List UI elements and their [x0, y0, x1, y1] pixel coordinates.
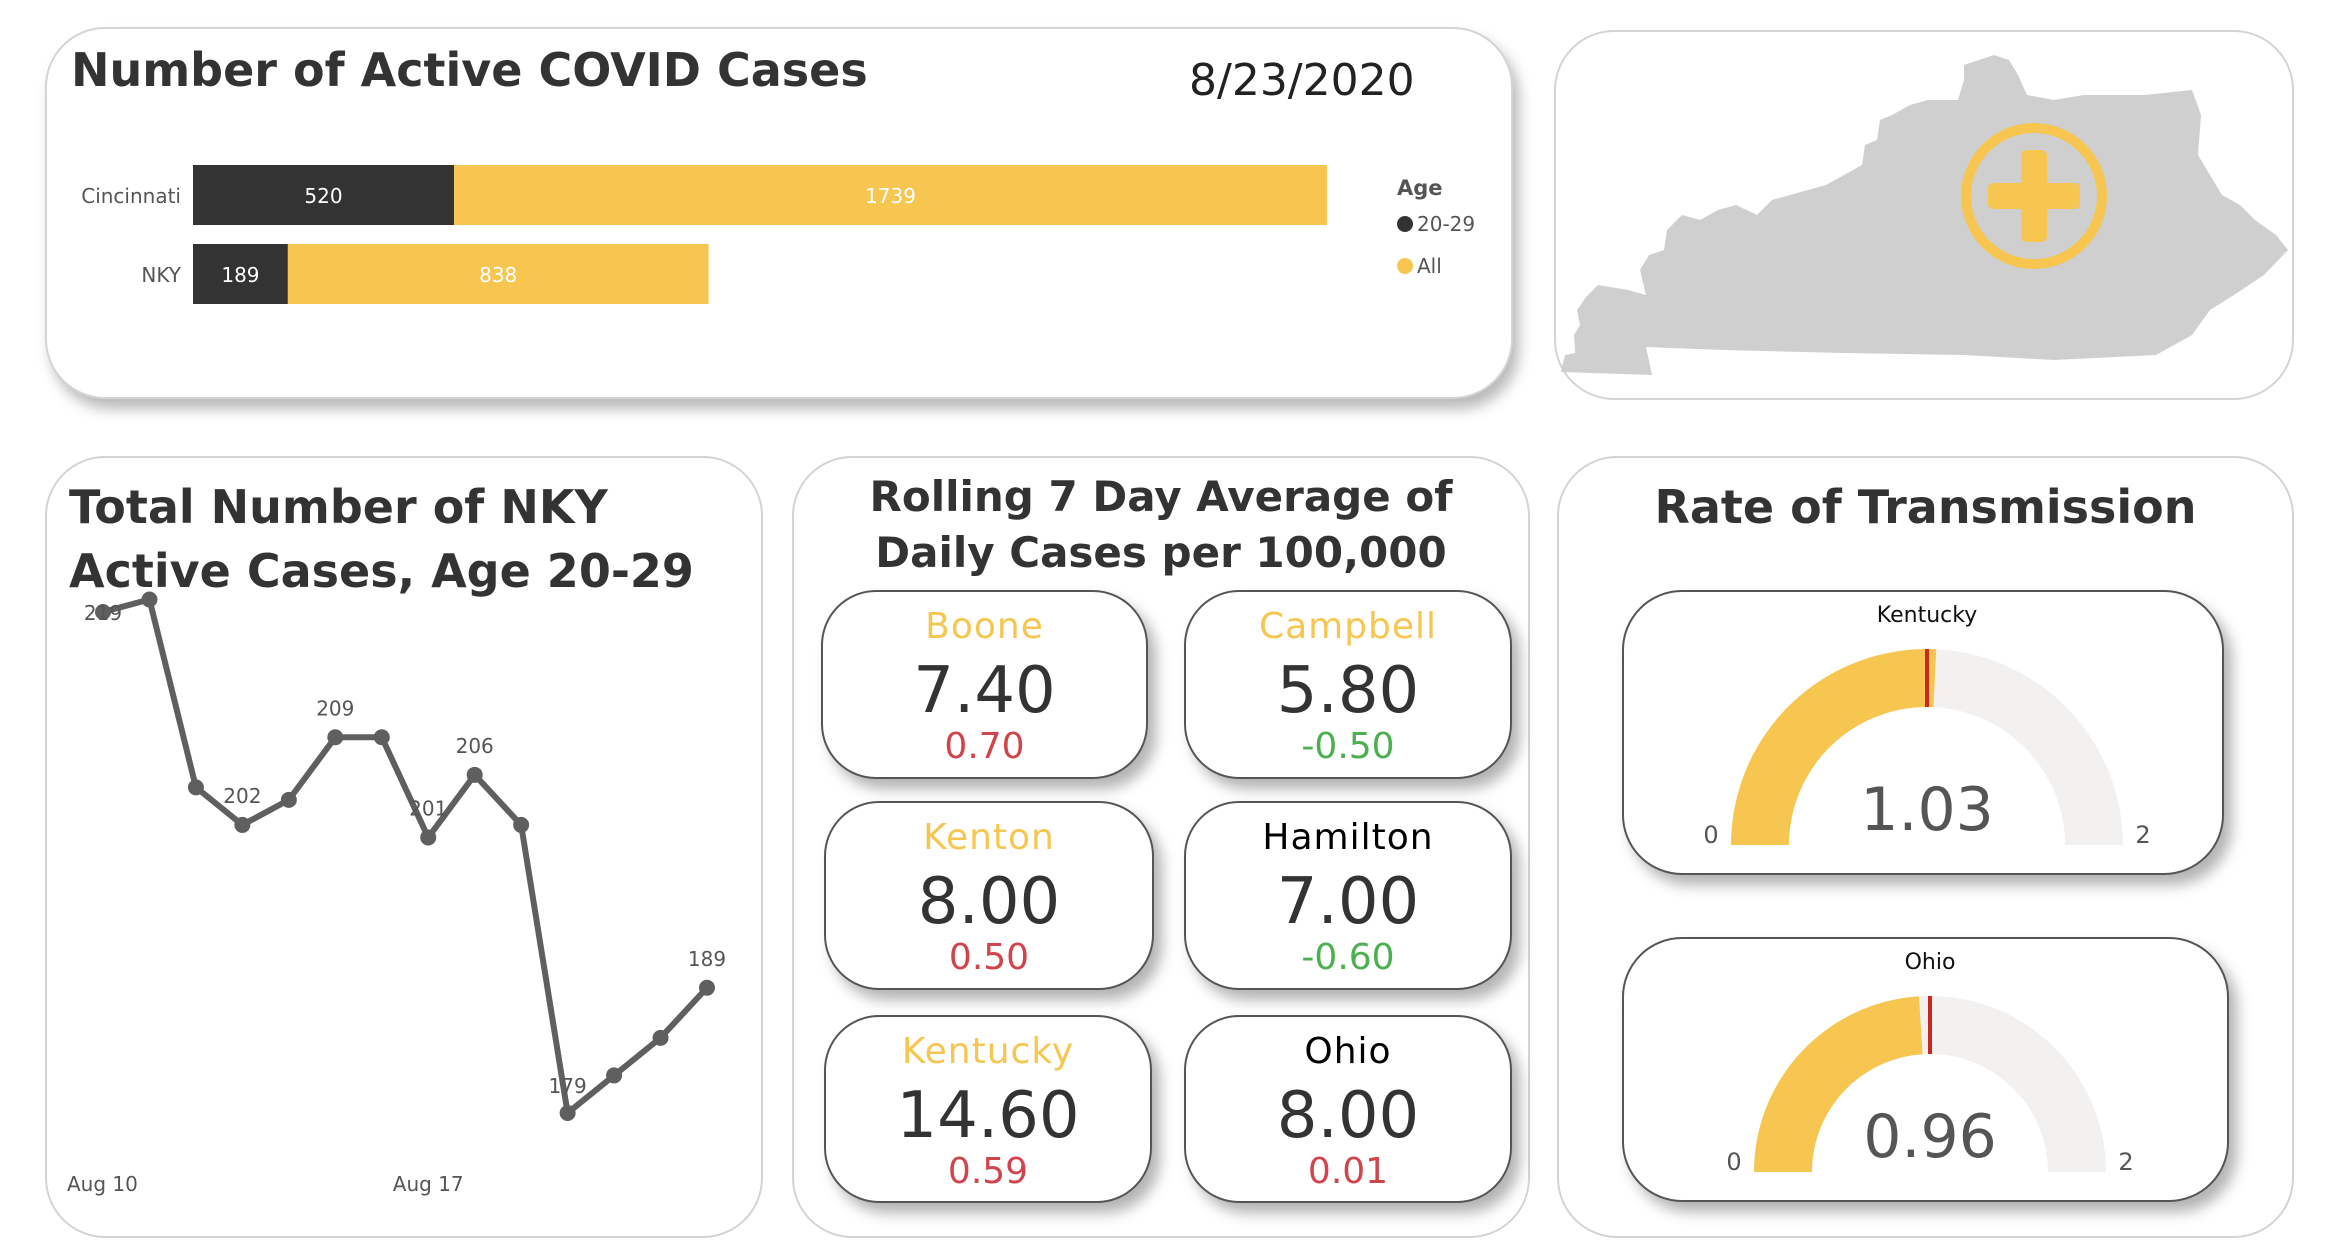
data-point	[234, 816, 251, 833]
data-point	[513, 816, 530, 833]
bar-nky-20-29	[193, 244, 288, 304]
data-point	[652, 1029, 669, 1046]
kpi-value: 5.80	[1276, 654, 1420, 728]
gauge-max-label: 2	[2135, 821, 2150, 849]
legend-label-All: All	[1417, 254, 1442, 278]
kpi-value: 7.40	[913, 654, 1056, 728]
data-label: 201	[409, 796, 447, 820]
active-cases-card: Number of Active COVID Cases 8/23/2020 C…	[45, 27, 1513, 399]
x-tick-label: Aug 17	[393, 1172, 464, 1196]
kpi-name: Kenton	[923, 817, 1055, 858]
transmission-title: Rate of Transmission	[1654, 480, 2197, 534]
kpi-card-hamilton: Hamilton 7.00 -0.60	[1184, 801, 1512, 990]
gauge-min-label: 0	[1726, 1148, 1741, 1176]
active-cases-bar-chart: Cincinnati 520 1739 NKY 189 838 Age 20-29 All	[81, 165, 1475, 304]
data-point	[466, 766, 483, 783]
legend-marker-20-29	[1397, 216, 1413, 232]
data-label: 179	[549, 1074, 587, 1098]
data-point	[699, 979, 715, 996]
kpi-value: 8.00	[1276, 1079, 1420, 1153]
legend-label-20-29: 20-29	[1417, 212, 1475, 236]
kpi-name: Kentucky	[901, 1031, 1075, 1072]
bar-nky-All	[287, 244, 709, 304]
gauge-value: 1.03	[1860, 775, 1994, 845]
legend-marker-All	[1397, 258, 1413, 274]
medical-cross-icon	[1961, 123, 2107, 269]
kpi-name: Boone	[925, 606, 1044, 647]
gauge-fill	[1731, 649, 1937, 845]
line-series	[102, 596, 710, 1116]
gauge-min-label: 0	[1703, 821, 1718, 849]
gauge-title: Kentucky	[1877, 603, 1977, 628]
data-label: 206	[456, 734, 494, 758]
data-point	[141, 591, 158, 608]
x-tick-label: Aug 10	[67, 1172, 138, 1196]
data-point	[280, 791, 297, 808]
bar-value-label: 189	[221, 263, 259, 287]
kpi-change: 0.70	[944, 726, 1025, 767]
kpi-card-kentucky: Kentucky 14.60 0.59	[824, 1015, 1152, 1203]
kpi-card-boone: Boone 7.40 0.70	[821, 590, 1148, 779]
kpi-change: -0.60	[1301, 937, 1395, 978]
data-point	[95, 604, 111, 620]
gauge-fill	[1754, 996, 1923, 1172]
gauge-max-label: 2	[2118, 1148, 2133, 1176]
nky-line-chart: 219 202 209 201 206 179 189 Aug 10 Aug 17	[67, 591, 726, 1196]
kpi-card-campbell: Campbell 5.80 -0.50	[1184, 590, 1512, 779]
report-date: 8/23/2020	[1189, 55, 1415, 106]
kpi-card-ohio: Ohio 8.00 0.01	[1184, 1015, 1512, 1203]
data-point	[327, 729, 344, 746]
data-point	[373, 729, 390, 746]
kpi-value: 14.60	[896, 1079, 1080, 1153]
kpi-value: 8.00	[917, 865, 1061, 939]
bar-value-label: 1739	[865, 184, 916, 208]
active-cases-title: Number of Active COVID Cases	[71, 43, 868, 97]
data-point	[420, 829, 437, 846]
kpi-change: 0.50	[948, 937, 1030, 978]
bar-cincinnati-20-29	[193, 165, 455, 225]
kentucky-shape	[1560, 55, 2288, 375]
kpi-change: -0.50	[1301, 726, 1395, 767]
bar-value-label: 520	[304, 184, 342, 208]
data-label: 209	[316, 696, 354, 720]
gauge-kentucky: Kentucky 1.03 0 2	[1703, 603, 2150, 849]
kpi-change: 0.59	[947, 1151, 1029, 1192]
category-label-cincinnati: Cincinnati	[81, 184, 181, 208]
bar-value-label: 838	[479, 263, 517, 287]
kpi-change: 0.01	[1307, 1151, 1389, 1192]
legend-title: Age	[1397, 176, 1443, 200]
data-label: 202	[223, 784, 261, 808]
category-label-nky: NKY	[141, 263, 181, 287]
bar-cincinnati-All	[454, 165, 1328, 225]
data-label: 189	[688, 947, 726, 971]
kpi-value: 7.00	[1276, 865, 1420, 939]
data-point	[187, 779, 204, 796]
data-point	[559, 1105, 576, 1121]
gauge-ohio: Ohio 0.96 0 2	[1726, 950, 2133, 1176]
kpi-card-kenton: Kenton 8.00 0.50	[824, 801, 1154, 990]
nky-line-title-2: Active Cases, Age 20-29	[69, 544, 694, 598]
kentucky-map-icon	[1560, 55, 2288, 375]
gauge-card-ohio: Ohio 0.96 0 2	[1622, 937, 2229, 1202]
kpi-name: Hamilton	[1262, 817, 1434, 858]
data-point	[606, 1067, 623, 1084]
gauge-title: Ohio	[1905, 950, 1956, 975]
map-card	[1554, 30, 2294, 400]
kpi-name: Campbell	[1258, 606, 1438, 647]
gauge-card-kentucky: Kentucky 1.03 0 2	[1622, 590, 2224, 875]
rolling-title-2: Daily Cases per 100,000	[875, 528, 1447, 577]
nky-line-card: Total Number of NKY Active Cases, Age 20…	[45, 456, 763, 1238]
rolling-title-1: Rolling 7 Day Average of	[869, 472, 1453, 521]
gauge-value: 0.96	[1863, 1102, 1997, 1172]
data-label: 219	[84, 601, 122, 625]
nky-line-title-1: Total Number of NKY	[69, 480, 608, 534]
kpi-name: Ohio	[1304, 1031, 1392, 1072]
